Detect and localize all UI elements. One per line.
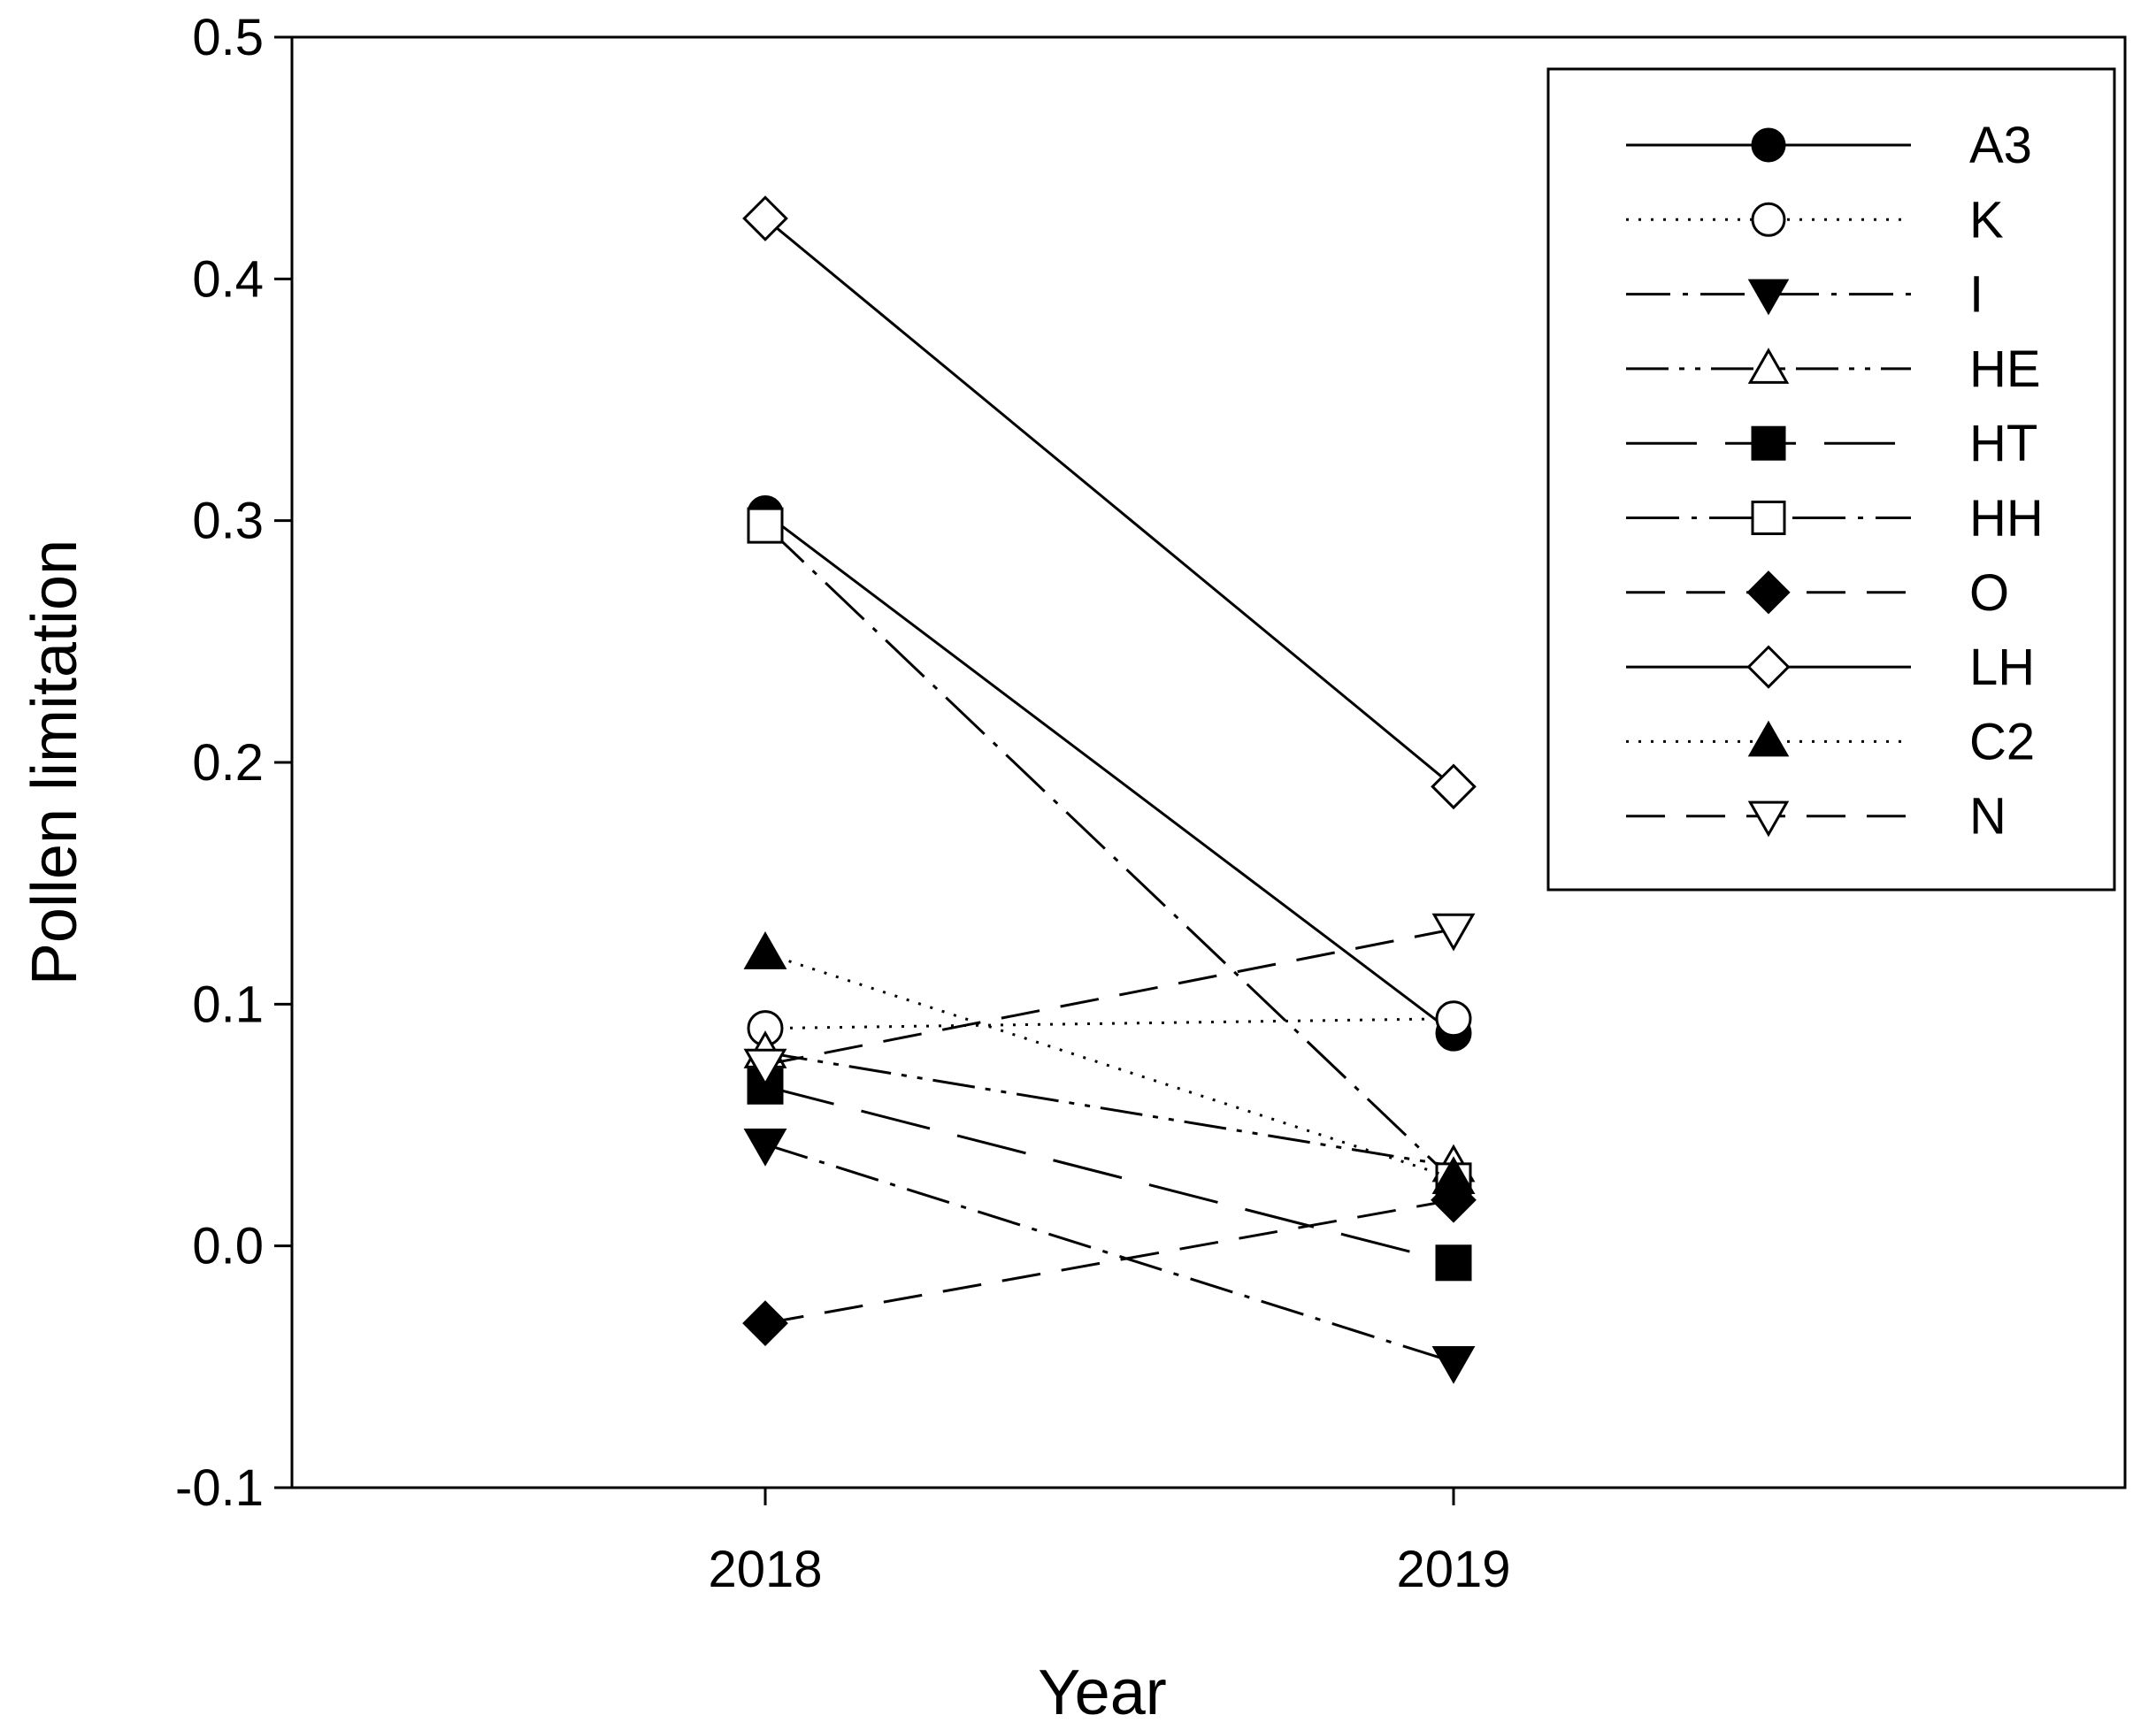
series-he — [743, 1030, 1476, 1183]
series-line-ht — [764, 1084, 1454, 1265]
legend-label: I — [1969, 266, 1983, 324]
series-hh — [747, 507, 1472, 1199]
legend-label: LH — [1969, 639, 2035, 696]
legend-layer: A3 KI HE HT HH O LH C2 N — [1546, 67, 2116, 892]
data-point-i-2019 — [1431, 1345, 1476, 1384]
series-line-he — [764, 1051, 1454, 1167]
data-point-ht-2019 — [1435, 1244, 1472, 1282]
series-line-i — [764, 1143, 1454, 1364]
legend-entry-k: K — [1626, 191, 2004, 249]
data-point-n-2019 — [1431, 913, 1476, 952]
series-layer — [742, 195, 1477, 1384]
y-tick-label: 0.1 — [192, 976, 264, 1033]
y-tick-label: 0.3 — [192, 493, 264, 550]
y-axis-title: Pollen limitation — [19, 540, 90, 985]
series-k — [747, 1000, 1472, 1047]
legend-box — [1546, 67, 2116, 892]
legend-marker — [1747, 348, 1790, 384]
data-point-o-2018 — [742, 1300, 788, 1347]
series-line-c2 — [764, 952, 1454, 1180]
y-tick-label: 0.0 — [192, 1218, 264, 1275]
series-ht — [747, 1068, 1472, 1282]
legend-entry-lh: LH — [1626, 639, 2035, 696]
legend-marker — [1747, 720, 1790, 757]
y-tick-label: -0.1 — [175, 1459, 264, 1517]
series-o — [742, 1176, 1477, 1347]
legend-entry-a3: A3 — [1626, 117, 2032, 174]
series-i — [743, 1128, 1476, 1384]
legend-marker — [1751, 202, 1786, 237]
series-line-o — [764, 1198, 1454, 1325]
series-a3 — [747, 494, 1472, 1052]
legend-entry-ht: HT — [1626, 415, 2037, 472]
legend-label: HH — [1969, 490, 2044, 547]
y-tick-label: 0.4 — [192, 250, 264, 308]
data-point-c2-2018 — [743, 931, 787, 969]
x-tick-label: 2018 — [708, 1541, 822, 1598]
data-point-lh-2019 — [1431, 763, 1477, 810]
series-line-n — [764, 928, 1454, 1067]
legend-marker — [1751, 127, 1786, 163]
legend-marker — [1751, 501, 1786, 535]
legend-label: C2 — [1969, 713, 2035, 770]
data-point-k-2019 — [1435, 1000, 1472, 1037]
legend-label: HT — [1969, 415, 2037, 472]
legend-marker — [1747, 800, 1790, 838]
series-line-k — [764, 1017, 1454, 1030]
legend-entry-o: O — [1626, 564, 2009, 622]
series-lh — [742, 195, 1477, 810]
x-tick-label: 2019 — [1396, 1541, 1510, 1598]
legend-entry-i: I — [1626, 266, 1983, 324]
axes-layer: -0.1 0.0 0.1 0.2 0.3 0.4 0.5 2018 2019 — [175, 9, 1510, 1598]
legend-entry-hh: HH — [1626, 490, 2044, 547]
data-point-lh-2018 — [742, 195, 788, 241]
legend-marker — [1746, 570, 1791, 615]
legend-label: A3 — [1969, 117, 2032, 174]
data-point-c2-2019 — [1431, 1156, 1476, 1195]
legend-label: K — [1969, 191, 2004, 249]
series-line-lh — [764, 217, 1454, 788]
x-axis-title: Year — [1038, 1657, 1166, 1726]
legend-marker — [1751, 425, 1786, 461]
data-point-i-2018 — [743, 1128, 787, 1167]
legend-marker — [1746, 645, 1791, 689]
legend-entry-he: HE — [1626, 341, 2041, 398]
data-point-hh-2018 — [747, 507, 784, 544]
legend-marker — [1747, 279, 1790, 316]
legend-label: HE — [1969, 341, 2041, 398]
series-c2 — [743, 931, 1476, 1195]
legend-entry-c2: C2 — [1626, 713, 2035, 770]
legend-label: N — [1969, 788, 2006, 846]
series-n — [743, 913, 1476, 1087]
legend-entry-n: N — [1626, 788, 2006, 846]
legend-label: O — [1969, 564, 2009, 622]
y-tick-label: 0.2 — [192, 734, 264, 792]
series-line-hh — [763, 524, 1455, 1182]
y-tick-label: 0.5 — [192, 9, 264, 66]
series-line-a3 — [764, 512, 1454, 1035]
data-point-n-2018 — [743, 1048, 787, 1087]
